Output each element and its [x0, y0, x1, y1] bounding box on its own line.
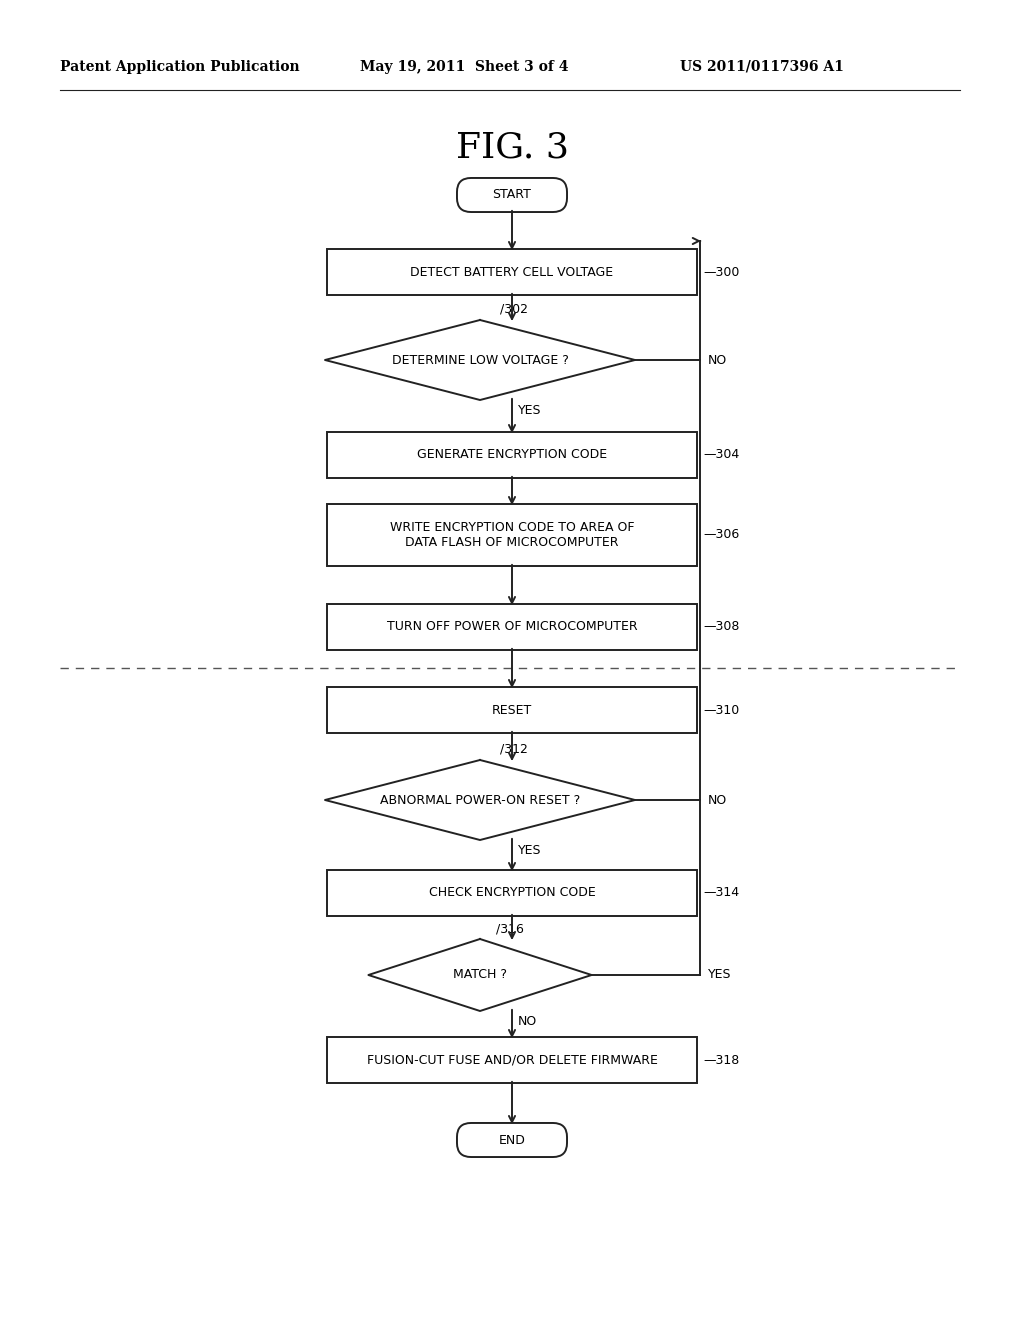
Text: DETERMINE LOW VOLTAGE ?: DETERMINE LOW VOLTAGE ?	[391, 354, 568, 367]
Text: ABNORMAL POWER-ON RESET ?: ABNORMAL POWER-ON RESET ?	[380, 793, 581, 807]
Text: NO: NO	[518, 1015, 538, 1028]
Text: MATCH ?: MATCH ?	[453, 969, 507, 982]
Text: —314: —314	[703, 887, 739, 899]
Text: —306: —306	[703, 528, 739, 541]
FancyBboxPatch shape	[327, 504, 697, 566]
Text: FIG. 3: FIG. 3	[456, 129, 568, 164]
Text: CHECK ENCRYPTION CODE: CHECK ENCRYPTION CODE	[429, 887, 595, 899]
FancyBboxPatch shape	[327, 605, 697, 649]
Text: END: END	[499, 1134, 525, 1147]
Text: WRITE ENCRYPTION CODE TO AREA OF
DATA FLASH OF MICROCOMPUTER: WRITE ENCRYPTION CODE TO AREA OF DATA FL…	[390, 521, 634, 549]
FancyBboxPatch shape	[457, 178, 567, 213]
Text: US 2011/0117396 A1: US 2011/0117396 A1	[680, 59, 844, 74]
Text: /316: /316	[496, 921, 524, 935]
Text: TURN OFF POWER OF MICROCOMPUTER: TURN OFF POWER OF MICROCOMPUTER	[387, 620, 637, 634]
Text: /312: /312	[500, 743, 528, 756]
Text: NO: NO	[708, 354, 727, 367]
Text: May 19, 2011  Sheet 3 of 4: May 19, 2011 Sheet 3 of 4	[360, 59, 568, 74]
Text: YES: YES	[518, 843, 542, 857]
Text: —304: —304	[703, 449, 739, 462]
FancyBboxPatch shape	[327, 870, 697, 916]
FancyBboxPatch shape	[327, 249, 697, 294]
Text: —308: —308	[703, 620, 739, 634]
Text: /302: /302	[500, 304, 528, 315]
Text: Patent Application Publication: Patent Application Publication	[60, 59, 300, 74]
FancyBboxPatch shape	[327, 686, 697, 733]
Text: —300: —300	[703, 265, 739, 279]
Text: NO: NO	[708, 793, 727, 807]
FancyBboxPatch shape	[327, 432, 697, 478]
Text: START: START	[493, 189, 531, 202]
Text: FUSION-CUT FUSE AND/OR DELETE FIRMWARE: FUSION-CUT FUSE AND/OR DELETE FIRMWARE	[367, 1053, 657, 1067]
Text: RESET: RESET	[492, 704, 532, 717]
Text: YES: YES	[708, 969, 731, 982]
FancyBboxPatch shape	[327, 1038, 697, 1082]
Text: YES: YES	[518, 404, 542, 417]
FancyBboxPatch shape	[457, 1123, 567, 1158]
Text: GENERATE ENCRYPTION CODE: GENERATE ENCRYPTION CODE	[417, 449, 607, 462]
Text: —318: —318	[703, 1053, 739, 1067]
Text: DETECT BATTERY CELL VOLTAGE: DETECT BATTERY CELL VOLTAGE	[411, 265, 613, 279]
Text: —310: —310	[703, 704, 739, 717]
